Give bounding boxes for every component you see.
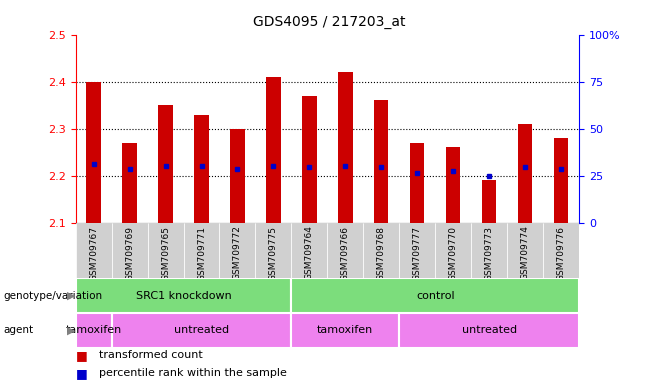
Text: tamoxifen: tamoxifen bbox=[317, 325, 374, 335]
Bar bbox=[471, 223, 507, 278]
Text: ▶: ▶ bbox=[67, 325, 76, 335]
Bar bbox=[507, 223, 543, 278]
Bar bbox=[122, 143, 137, 223]
Text: GSM709769: GSM709769 bbox=[125, 225, 134, 280]
Text: GSM709775: GSM709775 bbox=[269, 225, 278, 280]
Bar bbox=[159, 105, 173, 223]
Bar bbox=[76, 223, 112, 278]
Bar bbox=[338, 72, 353, 223]
Text: GSM709767: GSM709767 bbox=[89, 225, 98, 280]
Text: ▶: ▶ bbox=[67, 291, 76, 301]
Text: untreated: untreated bbox=[174, 325, 229, 335]
Bar bbox=[194, 114, 209, 223]
Text: GSM709771: GSM709771 bbox=[197, 225, 206, 280]
Text: GSM709774: GSM709774 bbox=[520, 225, 530, 280]
Bar bbox=[327, 223, 363, 278]
Bar bbox=[291, 223, 327, 278]
Text: control: control bbox=[416, 291, 455, 301]
Text: GDS4095 / 217203_at: GDS4095 / 217203_at bbox=[253, 15, 405, 29]
Text: GSM709773: GSM709773 bbox=[485, 225, 494, 280]
Bar bbox=[76, 278, 291, 313]
Bar bbox=[76, 313, 112, 348]
Bar bbox=[410, 143, 424, 223]
Bar bbox=[363, 223, 399, 278]
Bar bbox=[86, 82, 101, 223]
Bar bbox=[266, 77, 280, 223]
Text: ■: ■ bbox=[76, 367, 88, 380]
Text: untreated: untreated bbox=[462, 325, 517, 335]
Bar bbox=[112, 313, 291, 348]
Bar bbox=[399, 313, 579, 348]
Bar bbox=[482, 180, 496, 223]
Bar bbox=[446, 147, 461, 223]
Bar bbox=[220, 223, 255, 278]
Bar bbox=[184, 223, 220, 278]
Text: SRC1 knockdown: SRC1 knockdown bbox=[136, 291, 232, 301]
Bar bbox=[230, 129, 245, 223]
Text: genotype/variation: genotype/variation bbox=[3, 291, 103, 301]
Text: percentile rank within the sample: percentile rank within the sample bbox=[99, 368, 287, 378]
Text: transformed count: transformed count bbox=[99, 350, 203, 360]
Bar bbox=[543, 223, 579, 278]
Text: GSM709772: GSM709772 bbox=[233, 225, 242, 280]
Bar bbox=[399, 223, 435, 278]
Text: tamoxifen: tamoxifen bbox=[66, 325, 122, 335]
Text: GSM709777: GSM709777 bbox=[413, 225, 422, 280]
Bar bbox=[255, 223, 291, 278]
Text: GSM709766: GSM709766 bbox=[341, 225, 350, 280]
Bar bbox=[554, 138, 569, 223]
Bar bbox=[374, 101, 388, 223]
Bar bbox=[435, 223, 471, 278]
Text: agent: agent bbox=[3, 325, 34, 335]
Text: GSM709776: GSM709776 bbox=[557, 225, 566, 280]
Bar bbox=[147, 223, 184, 278]
Bar bbox=[518, 124, 532, 223]
Text: GSM709770: GSM709770 bbox=[449, 225, 458, 280]
Text: GSM709765: GSM709765 bbox=[161, 225, 170, 280]
Bar bbox=[291, 278, 579, 313]
Bar bbox=[302, 96, 316, 223]
Bar bbox=[291, 313, 399, 348]
Text: ■: ■ bbox=[76, 349, 88, 362]
Text: GSM709768: GSM709768 bbox=[377, 225, 386, 280]
Bar bbox=[112, 223, 147, 278]
Text: GSM709764: GSM709764 bbox=[305, 225, 314, 280]
